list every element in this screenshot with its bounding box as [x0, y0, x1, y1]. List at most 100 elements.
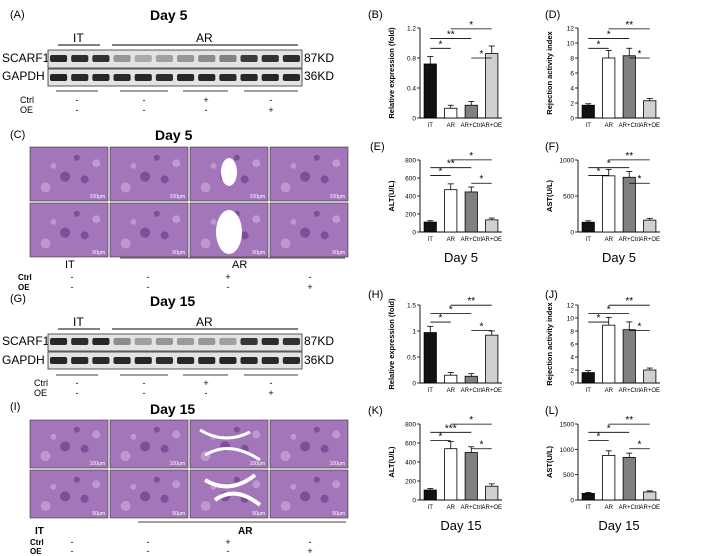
fibrous-streaks	[199, 428, 261, 462]
gapdh-band	[134, 74, 152, 81]
gapdh-band	[282, 357, 300, 364]
tissue-cell-cluster	[40, 451, 51, 461]
histo-c-day: Day 5	[155, 127, 193, 143]
blot-g-bands	[50, 338, 300, 364]
bar	[622, 176, 636, 233]
tissue-cell-cluster	[252, 430, 261, 439]
significance-mark: *	[607, 30, 611, 41]
gapdh-band	[261, 357, 279, 364]
bar	[581, 104, 595, 119]
y-tick-label: 6	[570, 342, 574, 349]
scale-bar-label: 50μm	[172, 250, 185, 256]
y-tick-label: 12	[567, 303, 575, 310]
blot-a-cond-grid: - - + - - - - +	[56, 90, 298, 115]
x-tick-label: AR	[605, 123, 614, 129]
bar	[444, 107, 458, 119]
scale-bar-label: 50μm	[172, 511, 185, 517]
tissue-cell-cluster	[300, 227, 311, 238]
scarf1-band	[113, 338, 131, 345]
histo-i-cond: +	[307, 546, 312, 556]
tissue-cell-cluster	[160, 444, 169, 453]
scale-bar-label: 100μm	[250, 461, 265, 467]
blot-a-cond: -	[143, 95, 146, 105]
scale-bar-label: 100μm	[250, 194, 265, 200]
x-tick-label: AR+Ctrl	[461, 388, 482, 394]
x-tick-label: IT	[586, 123, 592, 129]
blot-g-size-36: 36KD	[304, 353, 334, 367]
tissue-cell-cluster	[50, 162, 57, 169]
chart-footer-day: Day 15	[598, 518, 639, 533]
tissue-cell-cluster	[290, 218, 297, 225]
y-axis-label: AST(U/L)	[545, 179, 554, 212]
tissue-cell-cluster	[40, 238, 51, 249]
panel-label: (K)	[368, 405, 383, 417]
tissue-cell-cluster	[130, 483, 137, 490]
significance-mark: *	[480, 174, 484, 185]
tissue-cell-cluster	[200, 501, 211, 511]
tissue-cell-cluster	[210, 162, 217, 169]
scarf1-band	[177, 338, 195, 345]
x-tick-label: IT	[586, 505, 592, 511]
bar	[423, 63, 437, 119]
y-tick-label: 0	[570, 381, 574, 388]
gapdh-band	[177, 74, 195, 81]
gapdh-band	[155, 74, 173, 81]
blot-g-scarf1-strip	[47, 333, 303, 352]
blot-g-row-oe: OE	[34, 388, 47, 398]
bar	[464, 375, 478, 384]
tissue-cell-cluster	[73, 426, 80, 433]
chart-footer-day: Day 5	[602, 250, 636, 265]
tissue-cell-cluster	[60, 491, 71, 502]
scarf1-band	[240, 55, 258, 62]
scarf1-band	[92, 338, 110, 345]
y-tick-label: 8	[570, 56, 574, 63]
blot-a-cond: -	[76, 95, 79, 105]
blot-a-day: Day 5	[150, 7, 188, 23]
blot-g-group-ar: AR	[196, 315, 213, 329]
bar	[444, 374, 458, 384]
blot-a-size-87: 87KD	[304, 51, 334, 65]
tissue-cell-cluster	[290, 433, 297, 440]
significance-mark: *	[469, 415, 473, 426]
bar	[622, 329, 636, 384]
scarf1-band	[177, 55, 195, 62]
bar	[622, 457, 636, 501]
blot-a-protein-scarf1: SCARF1	[2, 51, 50, 65]
panel-label: (F)	[545, 141, 559, 153]
y-tick-label: 12	[567, 26, 575, 33]
blot-g-cond: -	[76, 388, 79, 398]
scale-bar-label: 100μm	[330, 461, 345, 467]
tissue-cell-cluster	[80, 175, 89, 184]
blot-a-cond: +	[268, 105, 273, 115]
histo-c-cond: -	[147, 272, 150, 282]
gapdh-band	[92, 74, 110, 81]
significance-mark: *	[439, 432, 443, 443]
blot-panel-a: (A) Day 5 IT AR SCARF1 GAPDH 87KD 36KD C…	[2, 7, 334, 115]
tissue-cell-cluster	[80, 494, 89, 503]
gapdh-band	[198, 357, 216, 364]
bar	[581, 493, 595, 501]
histo-i-day: Day 15	[150, 401, 195, 417]
vessel-lumen	[216, 210, 242, 254]
tissue-image	[109, 146, 189, 202]
panel-label: (B)	[368, 9, 383, 21]
blot-g-cond: -	[76, 378, 79, 388]
tissue-cell-cluster	[73, 210, 80, 217]
tissue-cell-cluster	[80, 231, 89, 240]
histo-c-group-it: IT	[65, 259, 75, 271]
y-tick-label: 400	[405, 194, 416, 201]
x-tick-label: AR+OE	[481, 237, 502, 243]
blot-g-protein-scarf1: SCARF1	[2, 334, 50, 348]
bar-charts: (B) 0 0.4 0.8 1.2 Relative expression (fold) I…	[368, 9, 660, 533]
y-tick-label: 10	[567, 316, 575, 323]
blot-g-row-ctrl: Ctrl	[34, 378, 48, 388]
significance-mark: *	[597, 166, 601, 177]
tissue-cell-cluster	[332, 430, 341, 439]
x-tick-label: IT	[428, 388, 434, 394]
x-tick-label: AR	[447, 123, 456, 129]
blot-g-cond: +	[268, 388, 273, 398]
tissue-cell-cluster	[300, 441, 311, 452]
gapdh-band	[219, 357, 237, 364]
tissue-cell-cluster	[73, 476, 80, 483]
bar	[602, 324, 616, 384]
